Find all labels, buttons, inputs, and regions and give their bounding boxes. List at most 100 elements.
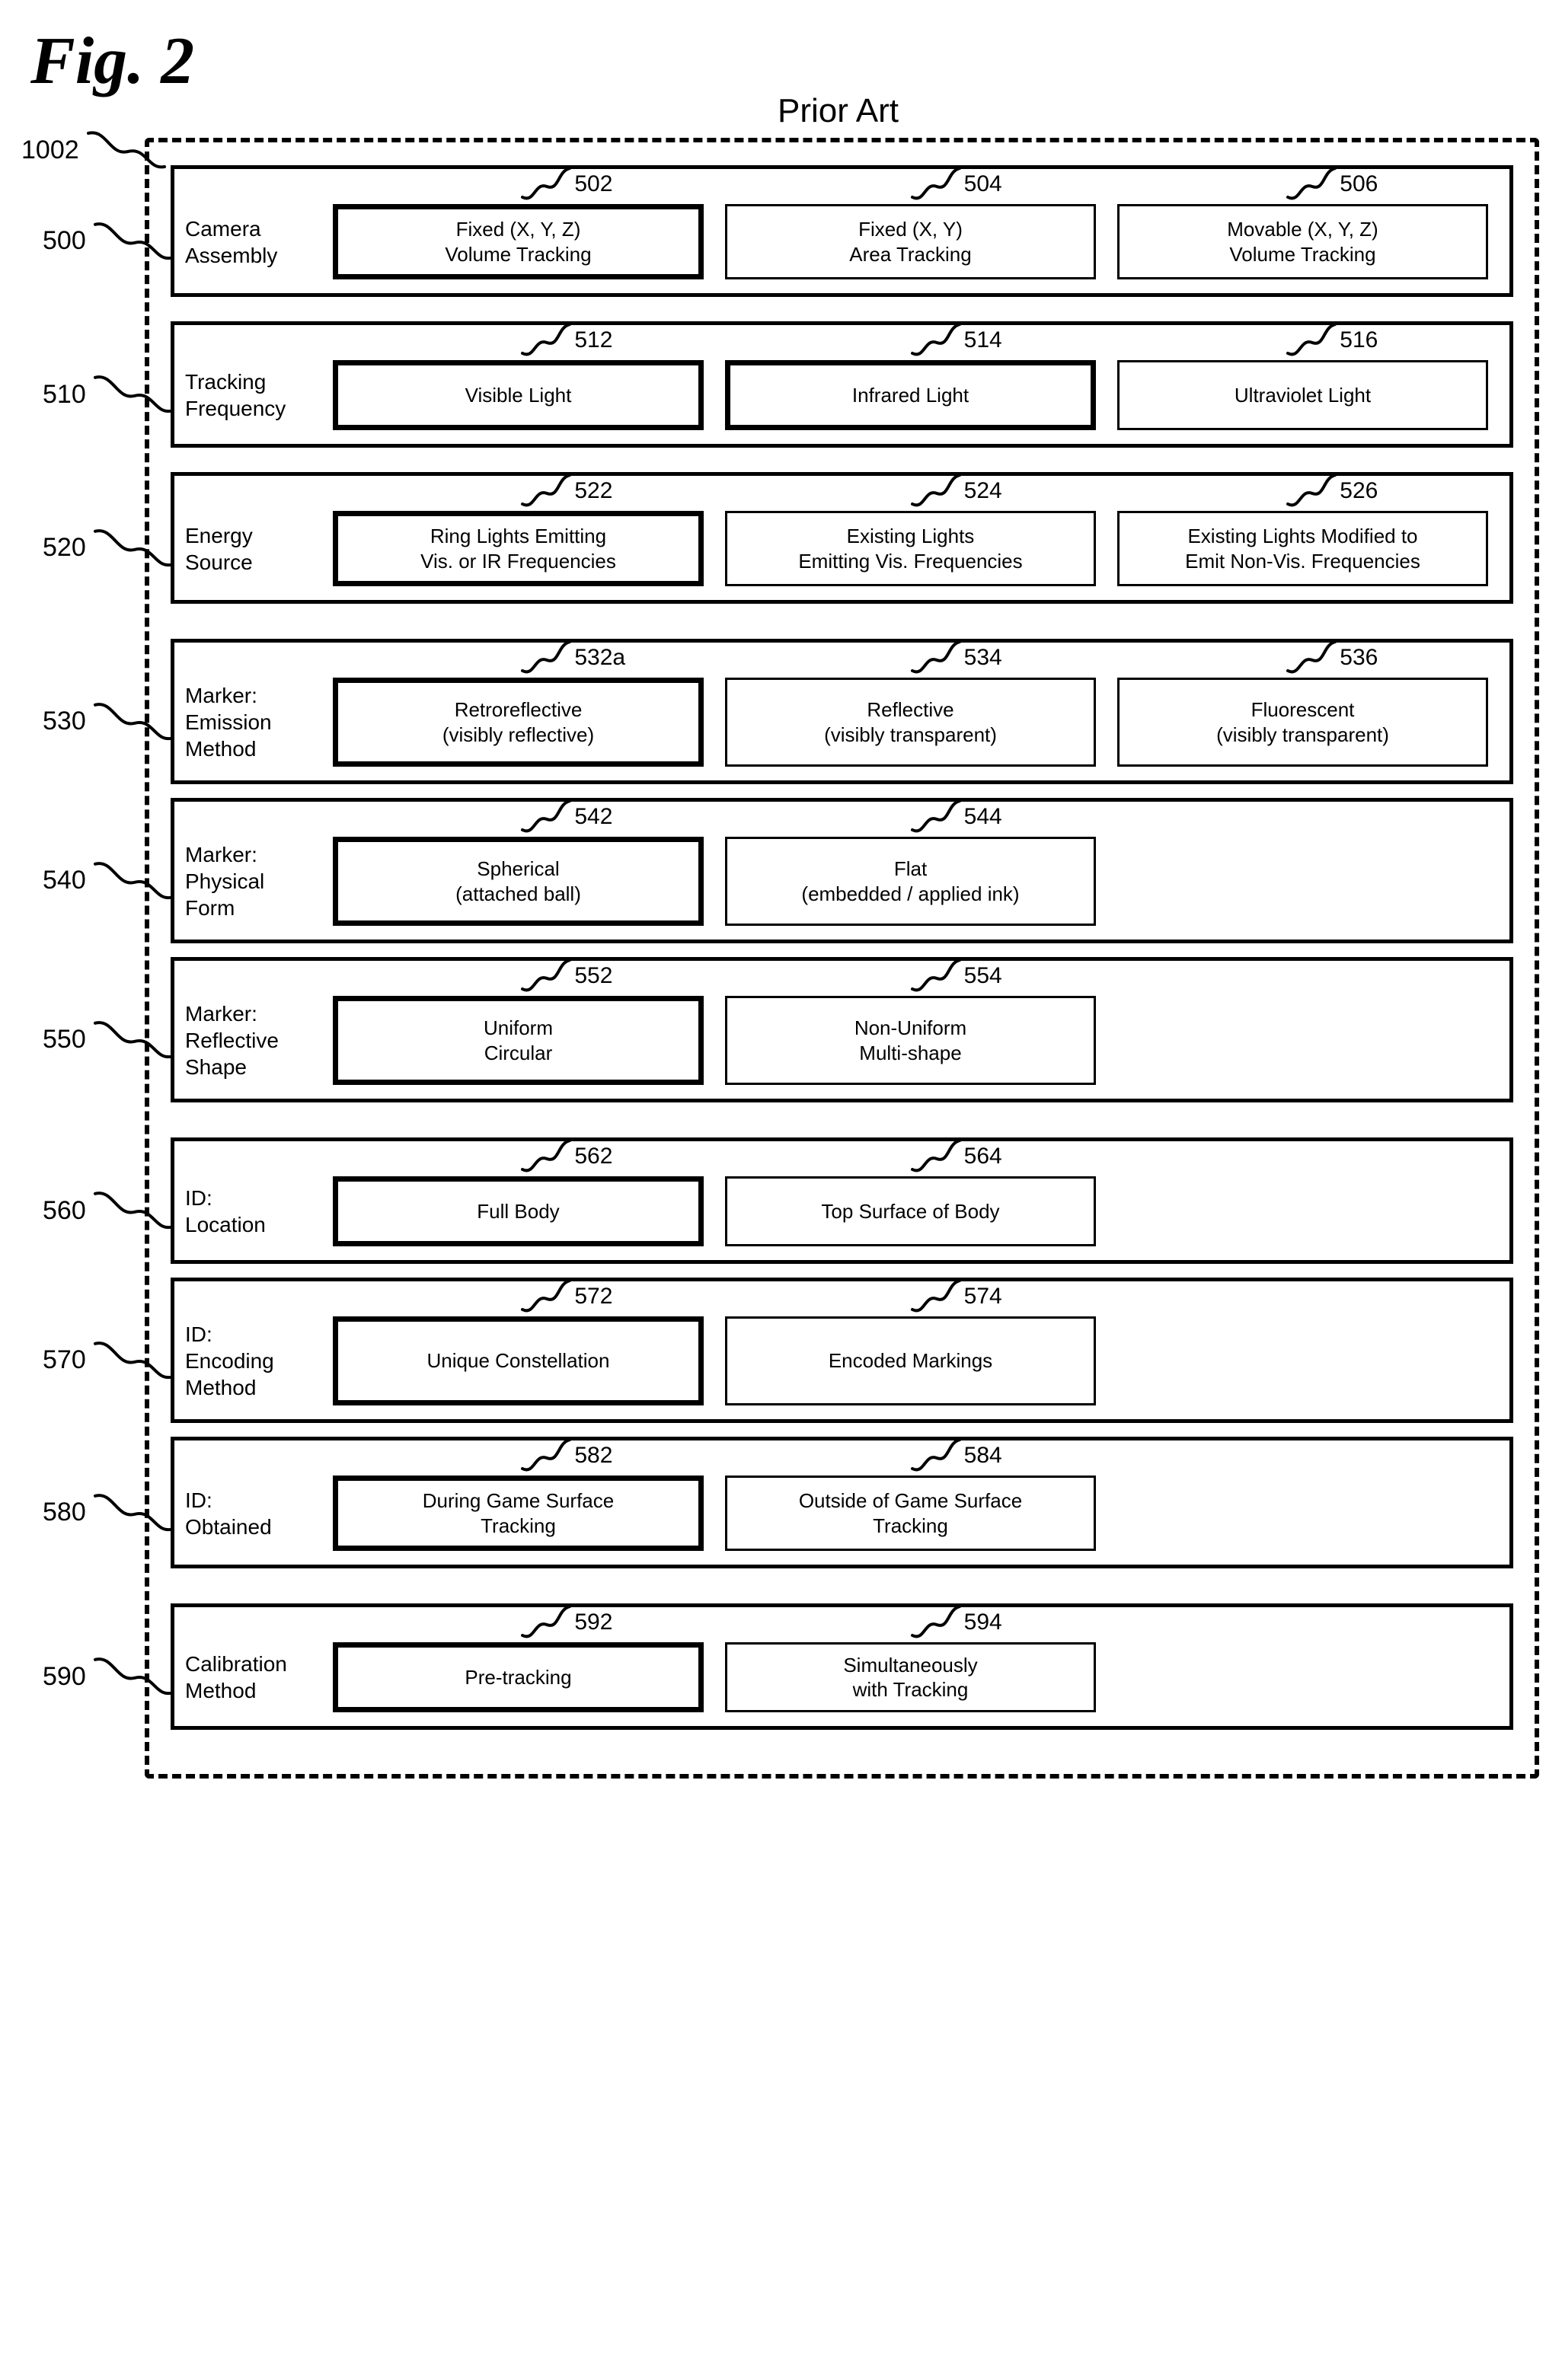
option-ref-number: 504: [964, 171, 1002, 199]
box-reference: 1002: [21, 126, 168, 174]
row-ref-number: 530: [43, 707, 86, 736]
option-reference: 512: [519, 320, 612, 355]
category-row: 570 572 574ID:Encoding MethodUnique Cons…: [171, 1278, 1513, 1423]
option-reference: 582: [519, 1435, 612, 1470]
option-reference: 532a: [519, 637, 625, 672]
option-reference: 504: [909, 164, 1002, 199]
category-label: Marker:Emission Method: [174, 678, 311, 767]
category-row: 590 592 594Calibration MethodPre-trackin…: [171, 1603, 1513, 1730]
option-reference: 514: [909, 320, 1002, 355]
row-ref-number: 510: [43, 379, 86, 409]
figure-title: Fig. 2: [30, 23, 1539, 100]
option-ref-number: 502: [574, 171, 612, 199]
option-reference: 524: [909, 471, 1002, 506]
option-box: Movable (X, Y, Z)Volume Tracking: [1117, 204, 1488, 279]
option-box: During Game SurfaceTracking: [333, 1476, 704, 1551]
row-reference: 520: [43, 523, 174, 572]
category-row-box: ID:Encoding MethodUnique ConstellationEn…: [171, 1278, 1513, 1423]
option-ref-number: 552: [574, 963, 612, 991]
option-reference: 542: [519, 796, 612, 831]
row-ref-number: 570: [43, 1345, 86, 1375]
option-ref-number: 536: [1340, 645, 1378, 672]
row-ref-number: 580: [43, 1498, 86, 1527]
option-box: Pre-tracking: [333, 1642, 704, 1712]
row-ref-number: 500: [43, 226, 86, 256]
option-ref-number: 544: [964, 804, 1002, 831]
option-box: Fixed (X, Y, Z)Volume Tracking: [333, 204, 704, 279]
category-row: 510 512 514 516Tracking FrequencyVisible…: [171, 321, 1513, 448]
row-reference: 580: [43, 1488, 174, 1536]
option-box: Existing LightsEmitting Vis. Frequencies: [725, 511, 1096, 586]
option-ref-number: 542: [574, 804, 612, 831]
option-reference: 564: [909, 1136, 1002, 1171]
option-reference: 572: [519, 1276, 612, 1311]
option-box: Full Body: [333, 1176, 704, 1246]
option-box: Simultaneouslywith Tracking: [725, 1642, 1096, 1712]
row-ref-number: 540: [43, 866, 86, 895]
option-ref-number: 564: [964, 1144, 1002, 1171]
option-reference: 522: [519, 471, 612, 506]
category-label: Energy Source: [174, 511, 311, 586]
row-reference: 550: [43, 1015, 174, 1064]
option-reference: 562: [519, 1136, 612, 1171]
option-box: Top Surface of Body: [725, 1176, 1096, 1246]
option-reference: 534: [909, 637, 1002, 672]
category-row: 500 502 504 506Camera AssemblyFixed (X, …: [171, 165, 1513, 297]
option-box: Non-UniformMulti-shape: [725, 996, 1096, 1085]
option-reference: 526: [1285, 471, 1378, 506]
category-label: Marker:Reflective Shape: [174, 996, 311, 1085]
option-box: Reflective(visibly transparent): [725, 678, 1096, 767]
option-reference: 552: [519, 956, 612, 991]
row-reference: 540: [43, 856, 174, 904]
category-row-box: Calibration MethodPre-trackingSimultaneo…: [171, 1603, 1513, 1730]
category-row: 520 522 524 526Energy SourceRing Lights …: [171, 472, 1513, 604]
category-row: 540 542 544Marker:Physical FormSpherical…: [171, 798, 1513, 943]
option-ref-number: 522: [574, 478, 612, 506]
option-reference: 536: [1285, 637, 1378, 672]
category-label: ID:Encoding Method: [174, 1316, 311, 1405]
option-reference: 544: [909, 796, 1002, 831]
row-reference: 530: [43, 697, 174, 745]
option-ref-number: 532a: [574, 645, 625, 672]
option-ref-number: 572: [574, 1284, 612, 1311]
option-ref-number: 594: [964, 1610, 1002, 1637]
option-ref-number: 512: [574, 327, 612, 355]
row-ref-number: 520: [43, 533, 86, 563]
option-box: Spherical(attached ball): [333, 837, 704, 926]
option-ref-number: 584: [964, 1443, 1002, 1470]
option-reference: 574: [909, 1276, 1002, 1311]
option-box: Ring Lights EmittingVis. or IR Frequenci…: [333, 511, 704, 586]
option-ref-number: 554: [964, 963, 1002, 991]
row-reference: 590: [43, 1652, 174, 1701]
category-label: Tracking Frequency: [174, 360, 311, 430]
category-row-box: ID:Location Full Body Top Surface of Body: [171, 1137, 1513, 1264]
option-reference: 584: [909, 1435, 1002, 1470]
option-ref-number: 524: [964, 478, 1002, 506]
option-reference: 506: [1285, 164, 1378, 199]
category-label: Camera Assembly: [174, 204, 311, 279]
category-row: 560 562 564ID:LocationFull BodyTop Surfa…: [171, 1137, 1513, 1264]
diagram-container: 1002 500 502 504 506Camera AssemblyFixed…: [145, 138, 1539, 1779]
figure-subtitle: Prior Art: [137, 92, 1539, 130]
option-ref-number: 582: [574, 1443, 612, 1470]
option-reference: 516: [1285, 320, 1378, 355]
row-reference: 560: [43, 1186, 174, 1235]
option-ref-number: 514: [964, 327, 1002, 355]
option-ref-number: 562: [574, 1144, 612, 1171]
option-ref-number: 592: [574, 1610, 612, 1637]
row-ref-number: 550: [43, 1025, 86, 1054]
option-box: Infrared Light: [725, 360, 1096, 430]
option-box: Visible Light: [333, 360, 704, 430]
category-row: 550 552 554Marker:Reflective ShapeUnifor…: [171, 957, 1513, 1102]
option-box: Fixed (X, Y)Area Tracking: [725, 204, 1096, 279]
box-ref-number: 1002: [21, 136, 79, 165]
option-ref-number: 526: [1340, 478, 1378, 506]
option-box: UniformCircular: [333, 996, 704, 1085]
category-row-box: ID:ObtainedDuring Game SurfaceTrackingOu…: [171, 1437, 1513, 1568]
category-row-box: Marker:Reflective ShapeUniformCircularNo…: [171, 957, 1513, 1102]
category-label: ID:Location: [174, 1176, 311, 1246]
option-box: Unique Constellation: [333, 1316, 704, 1405]
option-box: Existing Lights Modified toEmit Non-Vis.…: [1117, 511, 1488, 586]
option-ref-number: 574: [964, 1284, 1002, 1311]
category-row: 580 582 584ID:ObtainedDuring Game Surfac…: [171, 1437, 1513, 1568]
